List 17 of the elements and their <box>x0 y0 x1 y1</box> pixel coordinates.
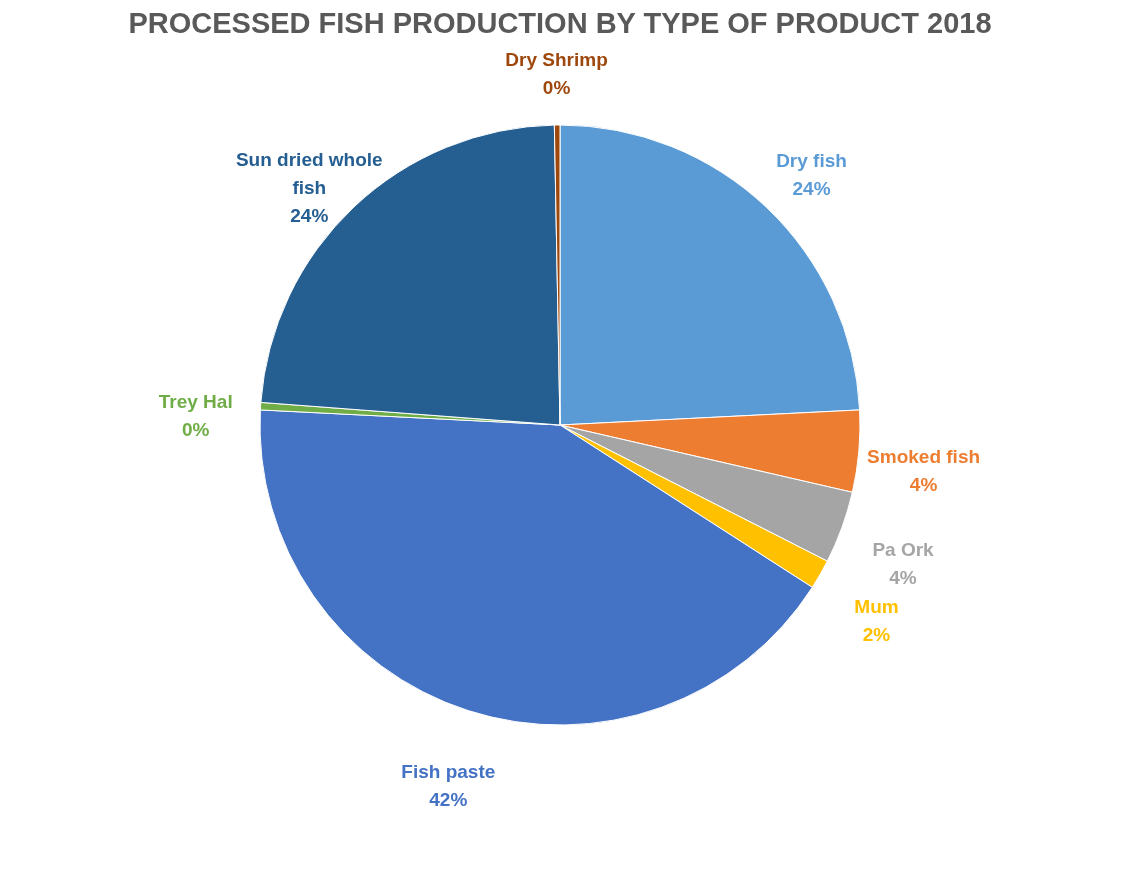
data-label: 4% <box>909 474 938 496</box>
slice-label: Smoked fish <box>867 446 981 468</box>
slice-label: Fish paste <box>401 761 496 783</box>
data-label: 2% <box>862 623 891 645</box>
slice-label: Pa Ork <box>872 538 935 560</box>
data-label: 24% <box>290 204 329 226</box>
data-label: 42% <box>429 789 468 811</box>
slice-label: Trey Hal <box>158 391 233 413</box>
data-label: 0% <box>542 77 571 99</box>
chart-title: PROCESSED FISH PRODUCTION BY TYPE OF PRODUCT 2018 <box>128 7 992 39</box>
data-label: 4% <box>889 566 917 588</box>
slice-label: Dry Shrimp <box>505 49 608 71</box>
slice-label: Dry fish <box>776 149 847 171</box>
slice-label: Mum <box>854 595 899 617</box>
slice-label: Sun dried whole fish <box>235 148 383 198</box>
data-label: 24% <box>792 177 831 199</box>
data-label: 0% <box>181 419 210 441</box>
